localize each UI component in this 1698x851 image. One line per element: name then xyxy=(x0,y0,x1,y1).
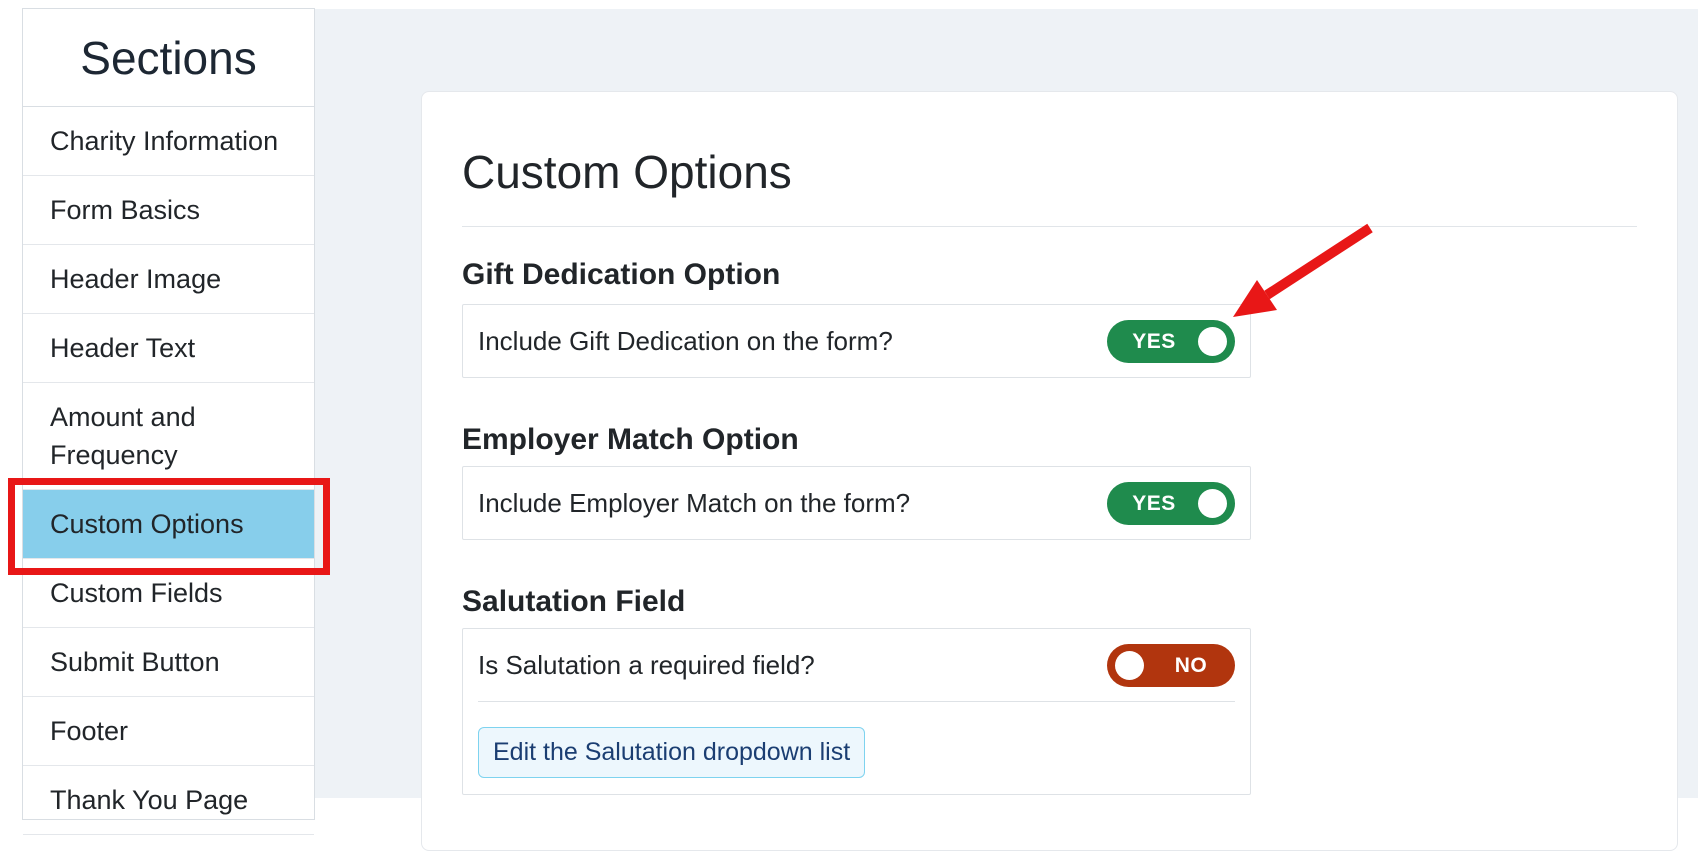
salutation-field-box: Is Salutation a required field? NO Edit … xyxy=(462,628,1251,796)
sidebar-item-header-image[interactable]: Header Image xyxy=(23,245,314,314)
gift-dedication-row: Include Gift Dedication on the form? YES xyxy=(463,305,1250,377)
employer-match-box: Include Employer Match on the form? YES xyxy=(462,466,1251,541)
salutation-required-row: Is Salutation a required field? NO xyxy=(463,629,1250,701)
toggle-off-label: NO xyxy=(1174,653,1208,677)
gift-dedication-heading: Gift Dedication Option xyxy=(462,258,781,292)
employer-match-toggle[interactable]: YES xyxy=(1107,481,1235,525)
employer-match-heading: Employer Match Option xyxy=(462,423,799,457)
employer-match-row: Include Employer Match on the form? YES xyxy=(463,467,1250,539)
gift-dedication-toggle[interactable]: YES xyxy=(1107,319,1235,363)
toggle-on-label: YES xyxy=(1132,329,1176,353)
gift-dedication-box: Include Gift Dedication on the form? YES xyxy=(462,304,1251,379)
custom-options-panel: Custom Options Gift Dedication Option In… xyxy=(421,91,1678,851)
sidebar-title: Sections xyxy=(23,9,314,107)
sidebar-item-form-basics[interactable]: Form Basics xyxy=(23,176,314,245)
sidebar-item-charity-information[interactable]: Charity Information xyxy=(23,107,314,176)
toggle-knob xyxy=(1115,650,1144,680)
sections-sidebar: Sections Charity Information Form Basics… xyxy=(22,8,315,835)
toggle-knob xyxy=(1198,488,1227,518)
salutation-box-divider xyxy=(478,701,1235,703)
sidebar-item-submit-button[interactable]: Submit Button xyxy=(23,628,314,697)
salutation-field-heading: Salutation Field xyxy=(462,585,686,619)
sidebar-item-amount-and-frequency[interactable]: Amount and Frequency xyxy=(23,383,314,490)
sidebar-item-custom-fields[interactable]: Custom Fields xyxy=(23,559,314,628)
sidebar-item-custom-options[interactable]: Custom Options xyxy=(23,490,314,559)
title-divider xyxy=(462,226,1637,228)
sidebar-item-footer[interactable]: Footer xyxy=(23,697,314,766)
toggle-knob xyxy=(1198,326,1227,356)
edit-salutation-dropdown-button[interactable]: Edit the Salutation dropdown list xyxy=(478,727,866,779)
toggle-on-label: YES xyxy=(1132,491,1176,515)
sidebar-item-thank-you-page[interactable]: Thank You Page xyxy=(23,766,314,835)
sidebar-item-header-text[interactable]: Header Text xyxy=(23,314,314,383)
page-title: Custom Options xyxy=(462,146,792,198)
gift-dedication-question: Include Gift Dedication on the form? xyxy=(478,325,893,356)
salutation-action-area: Edit the Salutation dropdown list xyxy=(463,702,1250,794)
salutation-required-question: Is Salutation a required field? xyxy=(478,649,815,680)
employer-match-question: Include Employer Match on the form? xyxy=(478,487,911,518)
salutation-required-toggle[interactable]: NO xyxy=(1107,643,1235,687)
